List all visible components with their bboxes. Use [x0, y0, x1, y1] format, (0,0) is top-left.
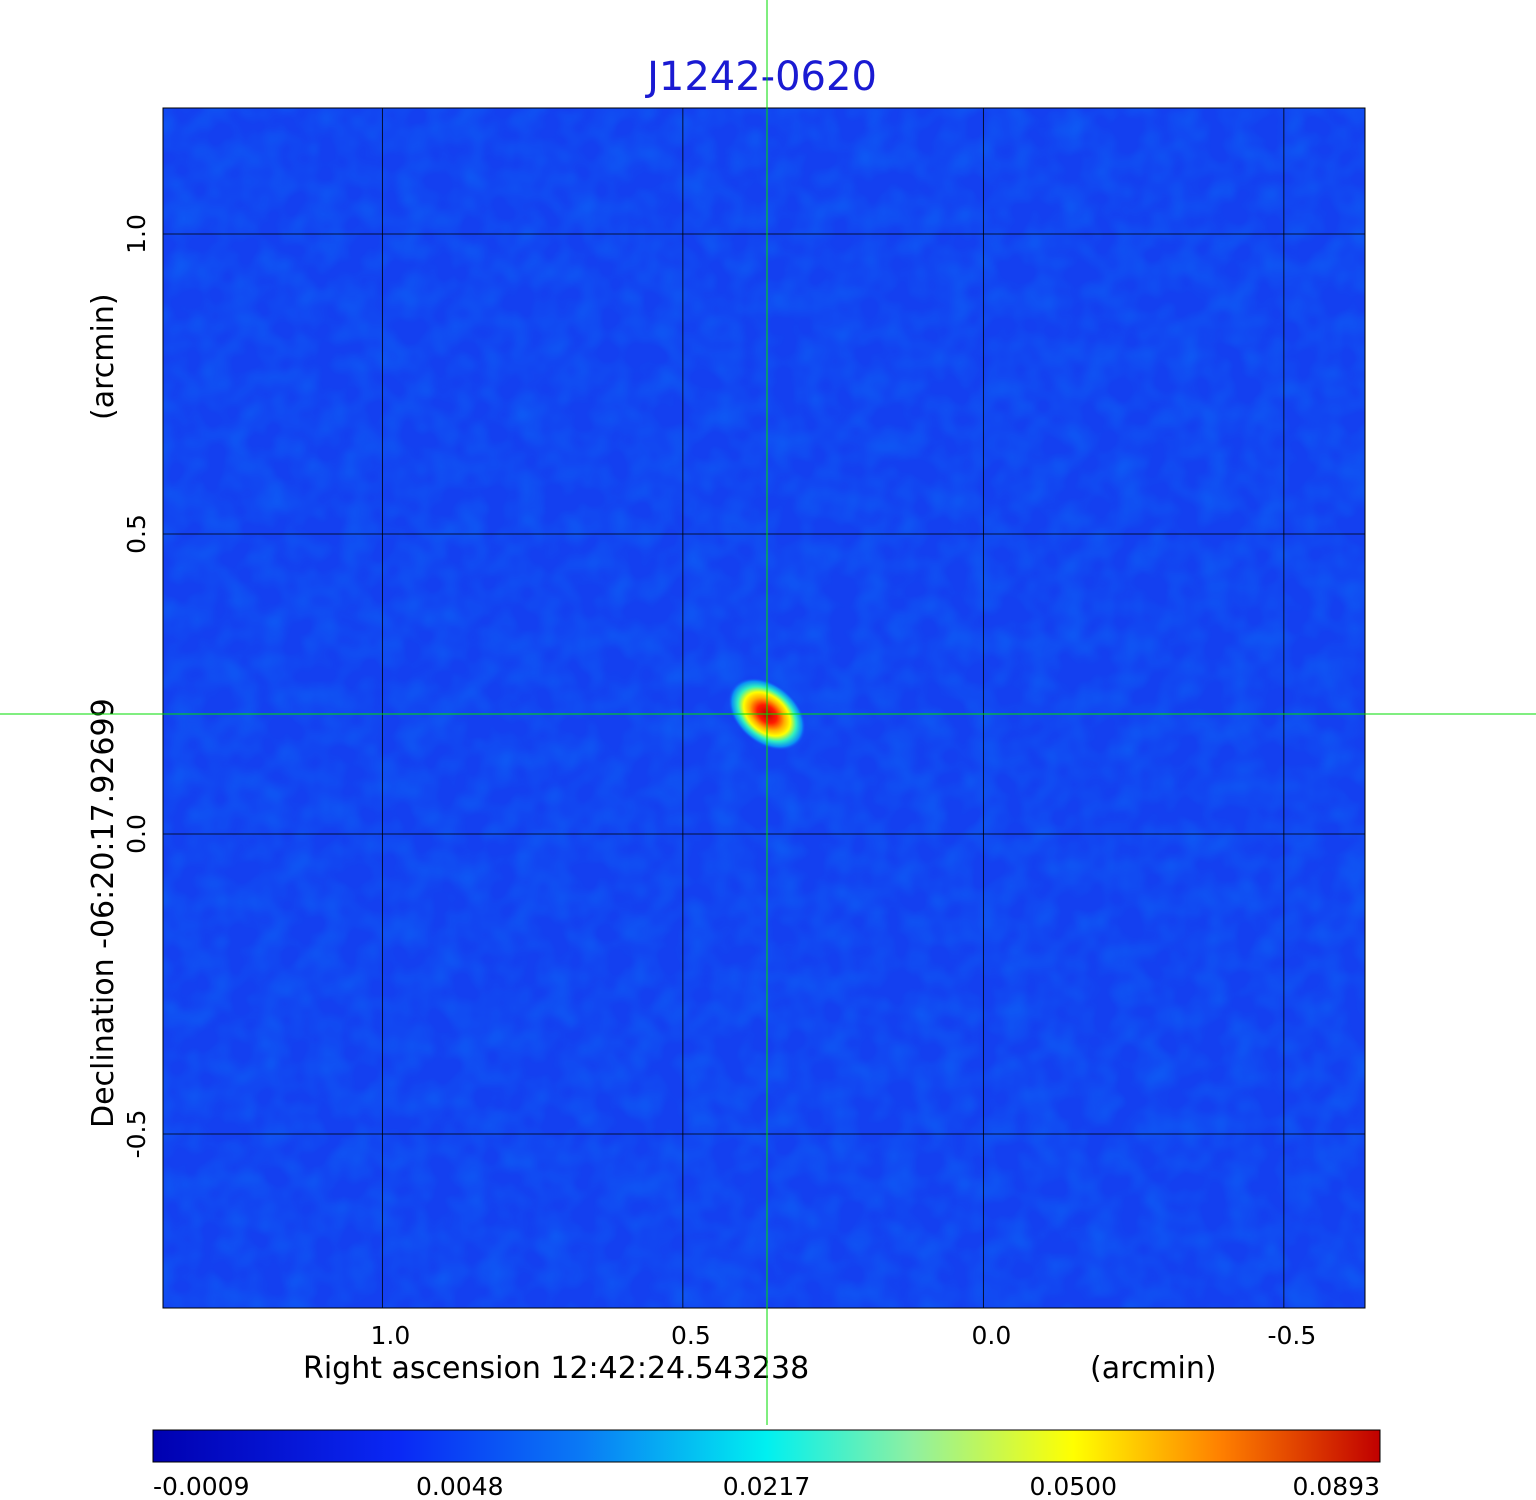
y-axis-label: Declination -06:20:17.92699 [86, 698, 121, 1128]
x-tick-label: 1.0 [370, 1321, 410, 1350]
x-tick-labels: 1.0 0.5 0.0 -0.5 [370, 1321, 1316, 1350]
map-frame [162, 107, 1366, 1309]
crosshair [0, 0, 1536, 1425]
colorbar-tick-label: 0.0893 [1293, 1472, 1380, 1500]
y-tick-label: 0.5 [122, 514, 151, 554]
colorbar-tick-label: 0.0217 [723, 1472, 810, 1500]
y-axis-unit: (arcmin) [86, 293, 121, 420]
x-tick-label: 0.5 [671, 1321, 711, 1350]
y-tick-label: 1.0 [122, 214, 151, 254]
coordinate-grid [163, 108, 1365, 1308]
image-map [163, 108, 1365, 1308]
y-tick-label: 0.0 [122, 814, 151, 854]
colorbar-tick-label: 0.0048 [416, 1472, 503, 1500]
x-tick-label: -0.5 [1267, 1321, 1316, 1350]
colorbar [152, 1429, 1381, 1463]
colorbar-tick-labels: -0.0009 0.0048 0.0217 0.0500 0.0893 [153, 1472, 1380, 1500]
x-axis-label: Right ascension 12:42:24.543238 [303, 1351, 809, 1386]
y-tick-label: -0.5 [122, 1110, 151, 1159]
y-tick-labels: 1.0 0.5 0.0 -0.5 [122, 214, 151, 1158]
x-axis-unit: (arcmin) [1090, 1351, 1217, 1386]
colorbar-tick-label: 0.0500 [1030, 1472, 1117, 1500]
chart-title: J1242-0620 [644, 54, 877, 100]
x-tick-label: 0.0 [971, 1321, 1011, 1350]
colorbar-tick-label: -0.0009 [153, 1472, 250, 1500]
